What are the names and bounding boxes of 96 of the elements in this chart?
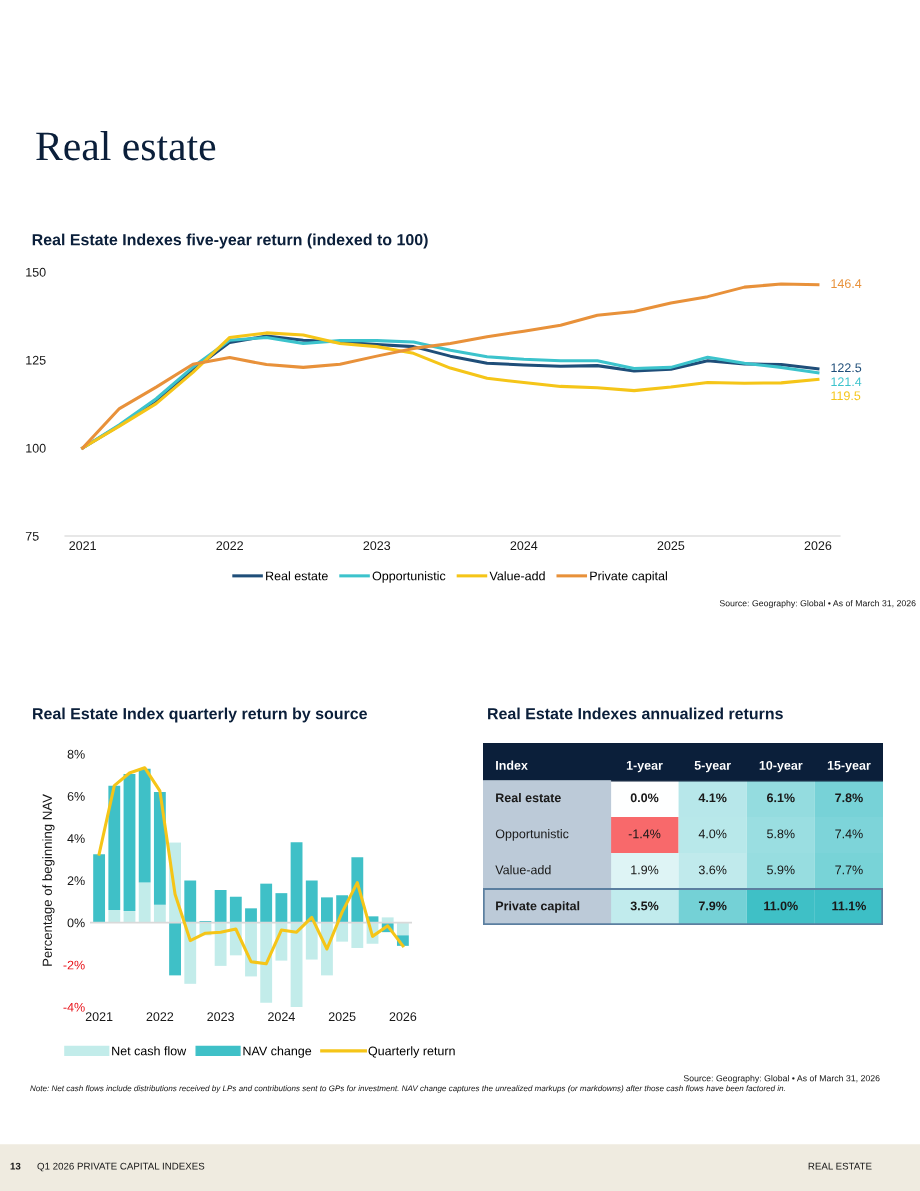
x-tick-label: 1-year xyxy=(626,761,663,773)
x-tick-label: 2026 xyxy=(389,1012,417,1022)
data-label: 11.0% xyxy=(764,901,798,911)
data-label: 5.8% xyxy=(767,829,795,839)
legend-label: NAV change xyxy=(243,1046,312,1058)
y-tick-label: 75 xyxy=(25,531,39,541)
data-label: 3.5% xyxy=(630,901,659,911)
bar xyxy=(321,897,333,923)
y-tick-label: Value-add xyxy=(495,865,551,875)
text: Q1 2026 PRIVATE CAPITAL INDEXES xyxy=(37,1162,205,1172)
data-label: 4.0% xyxy=(698,829,727,839)
bar xyxy=(93,854,106,923)
y-axis-title: Percentage of beginning NAV xyxy=(42,794,55,966)
bar xyxy=(290,842,303,923)
x-tick-label: 2021 xyxy=(69,541,96,551)
y-tick-label: Opportunistic xyxy=(495,829,569,841)
bar xyxy=(184,922,197,984)
x-tick-label: 2026 xyxy=(804,541,832,551)
bar xyxy=(351,922,364,948)
legend-label: Real estate xyxy=(266,571,328,581)
chart-title: Real Estate Index quarterly return by source xyxy=(33,707,367,723)
data-label: 7.8% xyxy=(835,793,863,803)
x-tick-label: 2025 xyxy=(657,541,685,551)
y-tick-label: 4% xyxy=(67,834,85,843)
y-tick-label: -2% xyxy=(63,960,85,970)
text: 13 xyxy=(10,1162,21,1170)
bar xyxy=(305,880,318,923)
x-tick-label: 2024 xyxy=(268,1012,295,1022)
y-tick-label: -4% xyxy=(63,1002,85,1012)
x-tick-label: 2024 xyxy=(510,541,538,551)
data-label: 122.5 xyxy=(831,363,862,373)
bar xyxy=(169,922,181,976)
data-label: 7.7% xyxy=(835,865,863,875)
chart-title: Real Estate Indexes annualized returns xyxy=(488,707,783,720)
data-label: 3.6% xyxy=(698,865,727,875)
data-label: 7.4% xyxy=(835,829,863,839)
legend-label: Quarterly return xyxy=(368,1046,455,1058)
bar xyxy=(214,889,227,923)
line-series xyxy=(81,282,820,450)
bar xyxy=(260,922,273,1003)
source-note: Source: Geography: Global • As of March 31, 2026 xyxy=(683,1074,880,1084)
y-tick-label: 0% xyxy=(67,918,85,928)
data-label: 7.9% xyxy=(698,901,727,911)
text: Note: Net cash flows include distributions received by LPs and contributions sent to GPs for investment. NAV change captures the unrealized markups (or markdowns) after those cash flows have been factored in. xyxy=(30,1085,785,1093)
y-tick-label: 6% xyxy=(67,791,85,801)
x-tick-label: 2021 xyxy=(85,1012,113,1022)
bar xyxy=(305,922,318,960)
data-label: 6.1% xyxy=(767,793,795,803)
source-note: Source: Geography: Global • As of March 31, 2026 xyxy=(719,599,916,609)
bar xyxy=(153,791,166,905)
x-tick-label: 5-year xyxy=(694,761,731,773)
y-tick-label: 150 xyxy=(26,267,46,277)
legend-label: Private capital xyxy=(590,571,667,583)
data-label: 121.4 xyxy=(831,377,862,387)
y-tick-label: Real estate xyxy=(496,793,561,803)
bar xyxy=(275,893,288,923)
y-tick-label: 8% xyxy=(67,749,85,759)
bar xyxy=(260,883,273,923)
y-tick-label: 2% xyxy=(67,876,85,886)
data-label: 5.9% xyxy=(767,865,795,875)
text: REAL ESTATE xyxy=(808,1162,872,1170)
bar xyxy=(245,908,257,923)
x-tick-label: 2023 xyxy=(363,541,391,551)
line-series xyxy=(97,766,405,966)
y-tick-label: Private capital xyxy=(496,901,580,913)
y-tick-label: 125 xyxy=(26,355,46,365)
bar xyxy=(229,896,242,923)
x-tick-label: 2025 xyxy=(328,1012,356,1022)
data-label: 1.9% xyxy=(631,865,659,875)
x-tick-label: 15-year xyxy=(827,761,871,773)
bar xyxy=(336,922,349,942)
bar xyxy=(123,774,136,912)
data-label: 146.4 xyxy=(831,279,862,289)
chart-title: Real Estate Indexes five-year return (indexed to 100) xyxy=(32,233,428,249)
data-label: 11.1% xyxy=(832,901,866,911)
bar xyxy=(245,922,257,977)
y-tick-label: 100 xyxy=(26,443,46,453)
data-label: 0.0% xyxy=(630,793,659,803)
bar xyxy=(108,910,121,923)
bar xyxy=(108,785,121,911)
data-label: -1.4% xyxy=(628,829,661,839)
x-tick-label: 10-year xyxy=(759,760,803,773)
data-label: 4.1% xyxy=(698,793,727,803)
bar xyxy=(396,922,409,936)
bar xyxy=(184,880,197,923)
data-label: 119.5 xyxy=(831,391,861,401)
legend-label: Opportunistic xyxy=(372,571,446,583)
legend-label: Net cash flow xyxy=(112,1046,187,1056)
bar xyxy=(138,768,151,883)
bar xyxy=(138,882,151,923)
x-tick-label: 2022 xyxy=(216,541,243,551)
bar xyxy=(153,904,166,923)
y-axis-title: Index xyxy=(496,760,528,770)
bar xyxy=(214,922,227,966)
x-tick-label: 2023 xyxy=(207,1012,234,1022)
x-tick-label: 2022 xyxy=(146,1012,174,1022)
